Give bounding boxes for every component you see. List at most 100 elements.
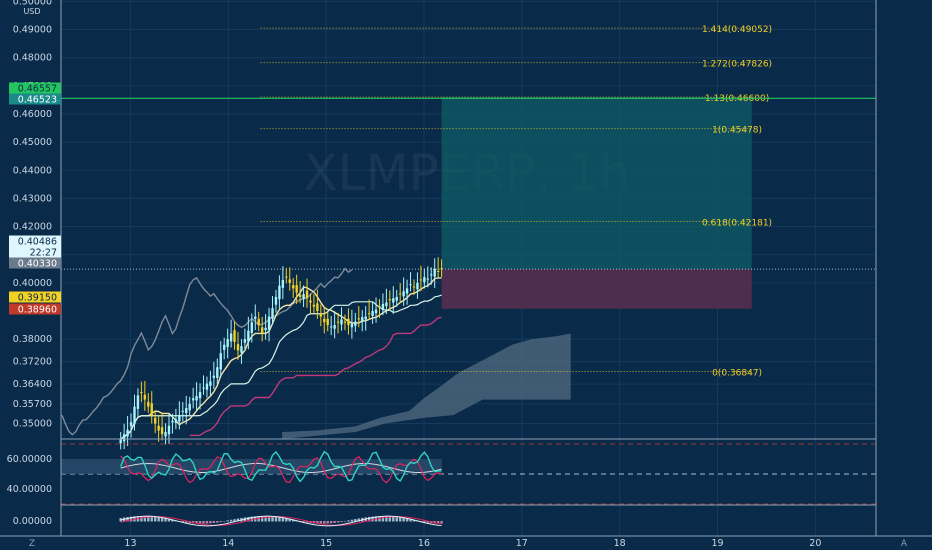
candle-body[interactable] — [281, 280, 285, 288]
candle-body[interactable] — [302, 294, 305, 300]
candle-body[interactable] — [402, 291, 405, 297]
candle-body[interactable] — [153, 417, 157, 424]
indicator-tick-label: 60.00000 — [7, 454, 52, 465]
candle-body[interactable] — [260, 327, 264, 334]
candle-body[interactable] — [267, 316, 271, 331]
candle-body[interactable] — [398, 293, 402, 295]
candle-body[interactable] — [195, 395, 198, 401]
candle-body[interactable] — [181, 410, 184, 412]
candle-body[interactable] — [336, 321, 340, 323]
candle-body[interactable] — [419, 279, 423, 281]
candle-body[interactable] — [126, 429, 129, 437]
candle-body[interactable] — [333, 325, 336, 329]
candle-body[interactable] — [136, 395, 140, 409]
candle-body[interactable] — [122, 434, 126, 442]
candle-body[interactable] — [226, 339, 229, 347]
candle-body[interactable] — [198, 392, 202, 399]
candle-body[interactable] — [412, 286, 416, 288]
candle-body[interactable] — [409, 284, 412, 286]
candle-body[interactable] — [416, 282, 419, 290]
candle-body[interactable] — [171, 420, 174, 423]
candle-body[interactable] — [326, 318, 329, 326]
candle-body[interactable] — [392, 298, 395, 303]
histogram-bar — [436, 521, 440, 524]
candle-body[interactable] — [223, 344, 226, 350]
histogram-bar — [395, 517, 398, 522]
candle-body[interactable] — [236, 344, 240, 351]
candle-body[interactable] — [205, 383, 209, 390]
candle-body[interactable] — [354, 321, 357, 326]
candle-body[interactable] — [202, 387, 205, 389]
candle-body[interactable] — [178, 415, 181, 422]
candle-body[interactable] — [340, 319, 343, 325]
candle-body[interactable] — [395, 296, 398, 301]
candle-body[interactable] — [209, 381, 212, 386]
candle-body[interactable] — [257, 318, 260, 326]
candle-body[interactable] — [243, 339, 247, 343]
candle-body[interactable] — [164, 431, 167, 437]
candle-body[interactable] — [233, 330, 236, 342]
candle-body[interactable] — [367, 313, 371, 315]
candle-body[interactable] — [229, 333, 233, 342]
candle-body[interactable] — [350, 323, 354, 328]
candle-body[interactable] — [119, 439, 122, 444]
candle-body[interactable] — [371, 310, 374, 317]
candle-body[interactable] — [129, 422, 133, 427]
candle-body[interactable] — [423, 277, 426, 283]
candle-body[interactable] — [309, 300, 312, 303]
price-badge-bg — [9, 291, 61, 303]
candle-body[interactable] — [288, 279, 291, 283]
candle-body[interactable] — [157, 425, 160, 431]
candle-body[interactable] — [191, 398, 195, 401]
candle-body[interactable] — [167, 425, 171, 435]
candle-body[interactable] — [160, 427, 164, 435]
candle-body[interactable] — [323, 318, 326, 323]
candle-body[interactable] — [143, 394, 147, 400]
candle-body[interactable] — [440, 268, 443, 270]
candle-body[interactable] — [343, 321, 347, 323]
candle-body[interactable] — [188, 403, 191, 411]
candle-body[interactable] — [361, 317, 364, 322]
candle-body[interactable] — [298, 294, 302, 297]
candle-body[interactable] — [319, 313, 323, 317]
candle-body[interactable] — [219, 353, 222, 370]
candle-body[interactable] — [247, 330, 250, 342]
candle-body[interactable] — [216, 367, 219, 378]
candle-body[interactable] — [329, 326, 333, 328]
candle-body[interactable] — [295, 285, 298, 293]
candle-body[interactable] — [240, 346, 243, 353]
candle-body[interactable] — [292, 285, 295, 289]
candle-body[interactable] — [278, 285, 281, 300]
candle-body[interactable] — [285, 276, 288, 278]
candle-body[interactable] — [364, 316, 367, 320]
candle-body[interactable] — [436, 270, 440, 272]
candle-body[interactable] — [305, 290, 309, 299]
candle-body[interactable] — [347, 318, 350, 326]
candle-body[interactable] — [312, 304, 316, 307]
candle-body[interactable] — [433, 268, 436, 277]
candle-body[interactable] — [405, 288, 409, 294]
candle-body[interactable] — [254, 316, 257, 319]
candle-body[interactable] — [212, 375, 216, 378]
candle-body[interactable] — [274, 296, 278, 305]
candle-body[interactable] — [264, 327, 267, 331]
candle-body[interactable] — [426, 278, 429, 280]
candle-body[interactable] — [185, 408, 188, 414]
candle-body[interactable] — [250, 322, 254, 333]
candle-body[interactable] — [374, 309, 378, 314]
candle-body[interactable] — [147, 401, 150, 407]
candle-body[interactable] — [271, 308, 274, 319]
candle-body[interactable] — [385, 302, 388, 307]
candle-body[interactable] — [150, 403, 153, 416]
candle-body[interactable] — [133, 406, 136, 425]
candle-body[interactable] — [430, 274, 433, 276]
candle-body[interactable] — [174, 419, 178, 423]
candle-body[interactable] — [381, 303, 385, 309]
candle-body[interactable] — [316, 303, 319, 311]
candles[interactable] — [119, 257, 443, 450]
candle-body[interactable] — [388, 299, 392, 301]
candle-body[interactable] — [357, 318, 360, 320]
candle-body[interactable] — [378, 306, 381, 308]
candle-body[interactable] — [140, 392, 143, 394]
